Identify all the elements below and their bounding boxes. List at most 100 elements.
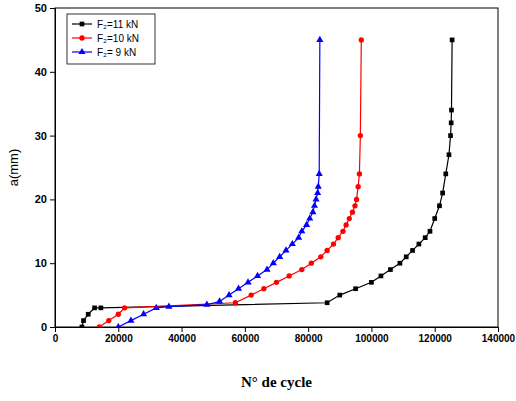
series-marker bbox=[81, 318, 86, 323]
x-tick-label: 80000 bbox=[295, 333, 323, 344]
x-tick: 0 bbox=[53, 327, 59, 344]
series-marker bbox=[398, 261, 403, 266]
series-marker bbox=[379, 274, 384, 279]
series-line bbox=[118, 40, 320, 327]
series-marker bbox=[443, 172, 448, 177]
legend: F₂=11 kNF₂=10 kNF₂= 9 kN bbox=[67, 14, 155, 64]
series-marker bbox=[350, 210, 355, 215]
y-axis-line bbox=[50, 9, 56, 328]
y-tick-mark bbox=[50, 199, 55, 200]
x-tick: 60000 bbox=[231, 327, 259, 344]
series-marker bbox=[312, 195, 319, 201]
series-line bbox=[82, 40, 452, 327]
y-tick-label: 10 bbox=[35, 257, 47, 269]
x-tick-mark bbox=[182, 327, 183, 332]
plot: 0200004000060000800001000001200001400000… bbox=[35, 2, 516, 344]
series-marker bbox=[337, 293, 342, 298]
series-marker bbox=[309, 208, 316, 214]
series-marker bbox=[340, 229, 345, 234]
series-marker bbox=[116, 312, 121, 317]
series-group bbox=[80, 36, 455, 327]
x-tick-label: 20000 bbox=[105, 333, 133, 344]
series-marker bbox=[315, 183, 322, 189]
plot-frame bbox=[55, 8, 498, 327]
series-marker bbox=[309, 261, 314, 266]
x-axis-title: N° de cycle bbox=[241, 374, 312, 390]
series-marker bbox=[388, 267, 393, 272]
y-tick-mark bbox=[50, 263, 55, 264]
series-marker bbox=[106, 318, 111, 323]
series-marker bbox=[97, 324, 102, 327]
x-tick-label: 60000 bbox=[231, 333, 259, 344]
series-marker bbox=[410, 248, 415, 253]
x-tick: 20000 bbox=[105, 327, 133, 344]
y-axis-title: a(mm) bbox=[6, 149, 21, 187]
x-tick: 120000 bbox=[419, 327, 453, 344]
series-marker bbox=[423, 235, 428, 240]
series-marker bbox=[99, 306, 104, 311]
series-marker bbox=[357, 171, 362, 176]
series-marker bbox=[316, 170, 323, 176]
y-tick-mark bbox=[50, 72, 55, 73]
series-marker bbox=[447, 152, 452, 157]
series-marker bbox=[233, 300, 238, 305]
x-tick-label: 40000 bbox=[168, 333, 196, 344]
series-marker bbox=[153, 304, 160, 310]
series-marker bbox=[299, 267, 304, 272]
series-marker bbox=[311, 202, 318, 208]
series-marker bbox=[225, 291, 232, 297]
y-axis: 01020304050 bbox=[35, 2, 56, 333]
y-tick: 0 bbox=[41, 321, 55, 333]
series-marker bbox=[127, 317, 134, 323]
x-tick-mark bbox=[371, 327, 372, 332]
series-marker bbox=[359, 37, 364, 42]
series-marker bbox=[165, 302, 172, 308]
y-tick-label: 0 bbox=[41, 321, 47, 333]
series-marker bbox=[270, 259, 277, 265]
x-tick: 100000 bbox=[355, 327, 389, 344]
y-tick-mark bbox=[50, 136, 55, 137]
y-tick-mark bbox=[50, 8, 55, 9]
series-marker bbox=[417, 242, 422, 247]
series-marker bbox=[352, 203, 357, 208]
series-marker bbox=[437, 203, 442, 208]
y-tick: 20 bbox=[35, 193, 55, 205]
series-marker bbox=[448, 133, 453, 138]
series-marker bbox=[261, 286, 266, 291]
legend-label: F₂=11 kN bbox=[97, 19, 138, 30]
series-marker bbox=[432, 216, 437, 221]
legend-label: F₂=10 kN bbox=[97, 33, 139, 44]
series-marker bbox=[331, 241, 336, 246]
series-marker bbox=[274, 280, 279, 285]
y-tick-label: 30 bbox=[35, 130, 47, 142]
series-marker bbox=[254, 272, 261, 278]
series-marker bbox=[428, 229, 433, 234]
series-marker bbox=[203, 301, 210, 307]
x-tick-mark bbox=[118, 327, 119, 332]
legend-marker bbox=[79, 35, 84, 40]
series-marker bbox=[282, 246, 289, 252]
series-marker bbox=[295, 234, 302, 240]
x-tick-mark bbox=[308, 327, 309, 332]
x-tick-label: 100000 bbox=[355, 333, 389, 344]
series-line bbox=[99, 40, 361, 327]
series-marker bbox=[355, 184, 360, 189]
series-marker bbox=[289, 240, 296, 246]
series-marker bbox=[122, 305, 127, 310]
legend-box bbox=[67, 14, 155, 64]
x-tick-mark bbox=[245, 327, 246, 332]
series-marker bbox=[316, 36, 323, 42]
series-marker bbox=[449, 108, 454, 113]
series-marker bbox=[235, 285, 242, 291]
series-marker bbox=[324, 248, 329, 253]
series-marker bbox=[287, 273, 292, 278]
series-marker bbox=[92, 306, 97, 311]
series-marker bbox=[86, 312, 91, 317]
x-tick: 40000 bbox=[168, 327, 196, 344]
series-marker bbox=[369, 280, 374, 285]
y-tick: 10 bbox=[35, 257, 55, 269]
series-marker bbox=[249, 292, 254, 297]
x-tick-mark bbox=[435, 327, 436, 332]
series-marker bbox=[244, 278, 251, 284]
series-marker bbox=[263, 265, 270, 271]
